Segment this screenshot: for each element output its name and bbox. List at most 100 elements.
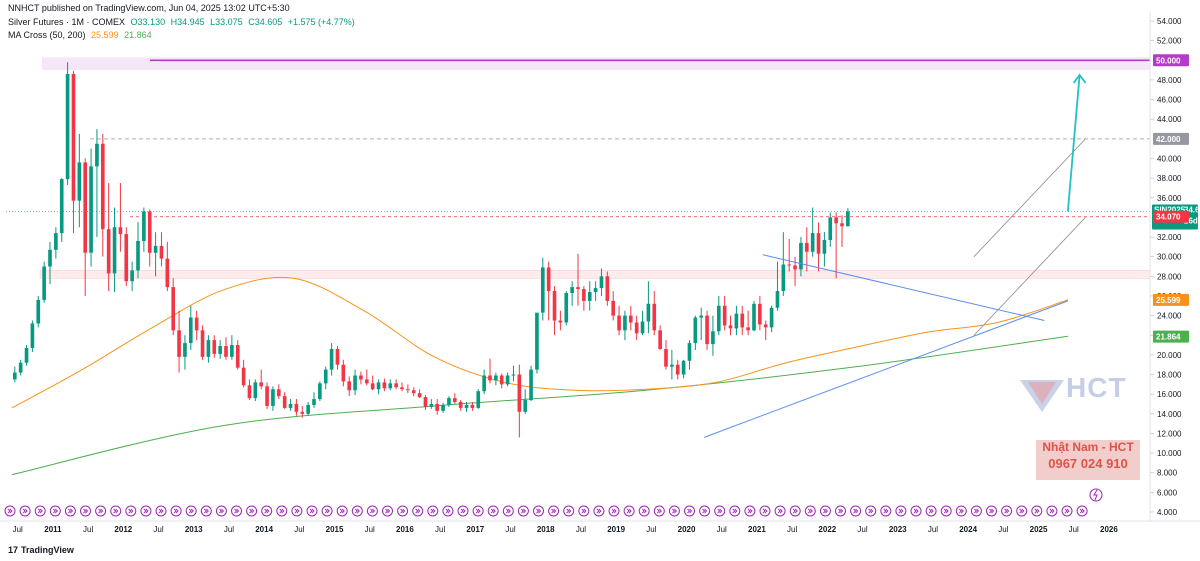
candle-body bbox=[235, 345, 240, 368]
candle-body bbox=[54, 233, 58, 250]
price-tag-box bbox=[1153, 54, 1189, 67]
candle-body bbox=[447, 398, 451, 405]
event-marker-icon bbox=[744, 505, 756, 517]
x-tick-label: Jul bbox=[857, 525, 867, 534]
x-tick-label: 2023 bbox=[889, 525, 907, 534]
y-tick-label: 18.000 bbox=[1157, 371, 1182, 380]
event-marker-icon bbox=[910, 505, 922, 517]
event-marker-icon bbox=[548, 505, 560, 517]
event-marker-icon bbox=[336, 505, 348, 517]
event-marker-icon bbox=[472, 505, 484, 517]
event-arrows bbox=[883, 508, 889, 514]
event-marker-icon bbox=[714, 505, 726, 517]
candle-body bbox=[388, 383, 393, 389]
candle-body bbox=[552, 291, 557, 321]
candle-body bbox=[693, 317, 698, 344]
indicator-legend[interactable]: MA Cross (50, 200) 25.599 21.864 bbox=[8, 30, 155, 40]
candle-body bbox=[183, 343, 187, 357]
event-arrows bbox=[445, 508, 451, 514]
event-marker-icon bbox=[850, 505, 862, 517]
drawings bbox=[703, 73, 1087, 438]
candle-body bbox=[30, 323, 35, 349]
y-tick-label: 32.000 bbox=[1157, 233, 1182, 242]
event-arrows bbox=[641, 508, 647, 514]
candle-body bbox=[329, 348, 334, 370]
y-axis: 54.000 52.000 48.000 46.000 44.000 40.000 38.0… bbox=[1149, 11, 1182, 522]
candle-body bbox=[746, 327, 750, 331]
event-marker-icon bbox=[608, 505, 620, 517]
event-arrows bbox=[732, 508, 738, 514]
event-arrows bbox=[279, 508, 285, 514]
candle-body bbox=[482, 375, 486, 392]
candle-body bbox=[599, 276, 604, 289]
projection-arrow-head bbox=[1072, 73, 1087, 84]
candle-body bbox=[752, 303, 756, 331]
candle-body bbox=[793, 265, 797, 270]
y-tick-label: 30.000 bbox=[1157, 253, 1182, 262]
candle-body bbox=[628, 315, 633, 323]
candle-body bbox=[370, 383, 375, 390]
candle-body bbox=[429, 403, 434, 407]
candle-body bbox=[675, 364, 680, 375]
price-tag-value: 50.000 bbox=[1156, 56, 1181, 65]
candle-body bbox=[288, 403, 293, 408]
event-arrows bbox=[400, 508, 406, 514]
symbol-title[interactable]: Silver Futures · 1M · COMEX bbox=[8, 17, 126, 27]
candle-body bbox=[834, 217, 838, 224]
candle-body bbox=[206, 340, 211, 357]
y-tick-label: 14.000 bbox=[1157, 410, 1182, 419]
candle-body bbox=[271, 389, 275, 406]
candle-body bbox=[200, 330, 205, 357]
x-tick-label: Jul bbox=[13, 525, 23, 534]
event-marker-icon bbox=[623, 505, 635, 517]
event-arrows bbox=[264, 508, 270, 514]
candle-body bbox=[282, 396, 287, 408]
candle-body bbox=[464, 404, 469, 408]
event-arrows bbox=[83, 508, 89, 514]
candle-body bbox=[95, 143, 99, 167]
candle-body bbox=[758, 303, 762, 325]
candle-body bbox=[335, 348, 340, 365]
event-marker-icon bbox=[412, 505, 424, 517]
x-tick-label: Jul bbox=[576, 525, 586, 534]
event-arrows bbox=[747, 508, 753, 514]
y-tick-label: 44.000 bbox=[1157, 115, 1182, 124]
y-tick-label: 16.000 bbox=[1157, 390, 1182, 399]
event-arrows bbox=[536, 508, 542, 514]
event-marker-icon bbox=[442, 505, 454, 517]
y-tick-label: 12.000 bbox=[1157, 429, 1182, 438]
trend-line bbox=[703, 300, 1069, 438]
candle-body bbox=[347, 381, 352, 391]
ma50-line bbox=[11, 276, 1069, 409]
candle-body bbox=[77, 162, 82, 201]
event-marker-icon bbox=[684, 505, 695, 517]
candle-body bbox=[382, 382, 387, 389]
candle-body bbox=[24, 348, 29, 363]
candle-body bbox=[353, 375, 357, 391]
candle-body bbox=[728, 325, 733, 329]
event-arrows bbox=[596, 508, 602, 514]
candle-body bbox=[587, 292, 592, 301]
candle-body bbox=[12, 372, 17, 380]
event-marker-icon bbox=[382, 505, 393, 517]
event-arrows bbox=[430, 508, 436, 514]
candle-body bbox=[312, 399, 316, 405]
candle-body bbox=[570, 287, 574, 294]
symbol-ohlc-line: Silver Futures · 1M · COMEX O33.130 H34.… bbox=[8, 17, 358, 27]
x-tick-label: Jul bbox=[153, 525, 163, 534]
candle-body bbox=[722, 305, 727, 326]
watermark-name: Nhật Nam - HCT bbox=[1042, 440, 1134, 454]
event-arrows bbox=[913, 508, 919, 514]
ma200-line bbox=[11, 335, 1068, 476]
candle-body bbox=[716, 305, 721, 332]
event-arrows bbox=[762, 508, 768, 514]
event-arrows bbox=[687, 508, 693, 514]
x-tick-label: Jul bbox=[224, 525, 234, 534]
channel-line bbox=[973, 217, 1086, 336]
resistance-zone-50 bbox=[42, 57, 1150, 71]
x-tick-label: Jul bbox=[435, 525, 445, 534]
event-marker-icon bbox=[729, 505, 741, 517]
event-marker-icon bbox=[1046, 505, 1058, 517]
tradingview-logo[interactable]: 17 TradingView bbox=[8, 545, 74, 555]
